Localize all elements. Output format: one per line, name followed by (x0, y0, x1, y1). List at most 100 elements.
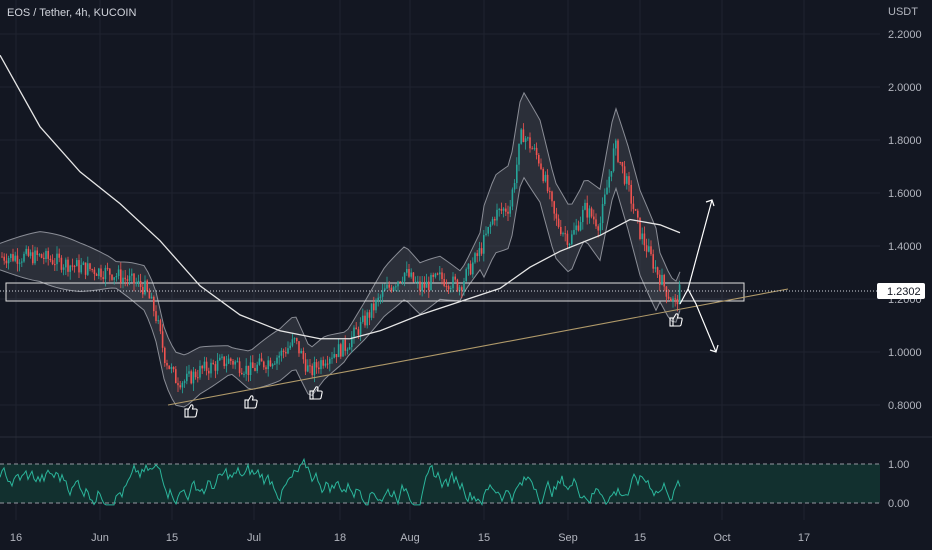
price-axis-tick: 1.6000 (888, 188, 922, 200)
candle-body (518, 143, 520, 165)
time-axis-label: Oct (713, 532, 730, 544)
candle-body (465, 269, 467, 282)
candle-body (302, 350, 305, 360)
candle-body (654, 267, 657, 269)
drawing-overlays[interactable] (0, 199, 880, 418)
candle-body (359, 321, 362, 335)
thumbs-up-icon-part (244, 399, 249, 409)
candle-body (25, 248, 27, 254)
candle-body (234, 361, 236, 365)
candle-body (40, 254, 43, 258)
symbol-title[interactable]: EOS / Tether, 4h, KUCOIN (7, 7, 137, 19)
arrow-down-head (709, 344, 719, 353)
candle-body (232, 360, 234, 365)
candle-body (210, 362, 212, 374)
candle-body (280, 350, 283, 356)
candle-body (667, 296, 670, 299)
candle-body (432, 274, 434, 277)
candle-body (223, 356, 225, 367)
candle-body (399, 281, 401, 283)
candle-body (476, 253, 478, 256)
candle-body (67, 259, 69, 272)
candle-body (230, 358, 232, 361)
candle-body (502, 208, 505, 211)
candle-body (375, 300, 377, 311)
candle-body (54, 264, 56, 266)
candle-body (82, 262, 85, 265)
candle-body (309, 365, 311, 367)
candle-body (414, 281, 417, 283)
candle-body (676, 298, 679, 305)
candle-body (348, 347, 351, 350)
candle-body (155, 311, 157, 322)
candle-body (568, 244, 571, 246)
candle-body (337, 344, 340, 358)
candle-body (175, 369, 177, 384)
candle-body (51, 260, 54, 265)
candle-body (410, 272, 412, 277)
bollinger-lower (0, 176, 681, 408)
candle-body (194, 371, 197, 378)
time-axis-label: 16 (10, 532, 22, 544)
candle-body (353, 327, 355, 337)
candle-body (45, 250, 47, 260)
thumbs-up-icon-part (312, 386, 323, 400)
candle-body (447, 286, 450, 290)
time-axis-label: 15 (478, 532, 490, 544)
candle-body (571, 234, 573, 245)
price-axis-tick: 1.4000 (888, 241, 922, 253)
current-price-badge (877, 282, 925, 299)
candle-body (254, 367, 256, 371)
candle-body (252, 362, 254, 368)
candle-body (190, 371, 192, 384)
candle-body (293, 338, 296, 340)
candle-body (315, 362, 318, 368)
moving-average (0, 54, 681, 340)
candle-body (131, 273, 133, 276)
candle-body (454, 276, 456, 280)
thumbs-up-icon-part (247, 395, 258, 409)
candle-body (32, 252, 34, 264)
candle-body (441, 272, 443, 280)
candle-body (104, 267, 107, 280)
time-axis-label: 18 (334, 532, 346, 544)
candle-body (621, 162, 624, 167)
candle-body (364, 315, 366, 326)
candle-body (80, 264, 82, 273)
candle-body (588, 208, 591, 218)
candle-body (366, 312, 368, 326)
bollinger-bands (0, 91, 681, 408)
candle-body (320, 360, 322, 370)
candle-body (639, 217, 641, 240)
candle-body (205, 361, 208, 371)
candle-body (513, 183, 516, 190)
candle-body (425, 281, 428, 288)
candle-body (672, 298, 674, 302)
candle-body (142, 286, 144, 295)
candle-body (573, 229, 575, 235)
thumbs-up-icon-part (184, 408, 189, 418)
candle-body (500, 208, 503, 211)
candle-body (606, 187, 608, 195)
candle-body (670, 298, 672, 302)
candle-body (590, 208, 593, 217)
candle-body (469, 263, 472, 275)
price-axis-tick: 0.8000 (888, 400, 922, 412)
candle-body (133, 273, 135, 284)
candle-body (128, 275, 131, 281)
candle-body (186, 373, 188, 382)
candle-body (342, 339, 344, 357)
candle-body (311, 365, 313, 376)
thumbs-up-icon-part (187, 404, 198, 418)
candle-body (56, 253, 58, 265)
candle-body (89, 263, 91, 270)
candle-body (419, 281, 421, 291)
candle-body (452, 276, 454, 289)
thumbs-up-icon (309, 386, 323, 400)
candle-body (397, 281, 399, 287)
arrow-up-head (705, 199, 715, 207)
candle-body (610, 171, 613, 177)
candle-body (335, 354, 338, 358)
candle-body (1, 256, 3, 258)
